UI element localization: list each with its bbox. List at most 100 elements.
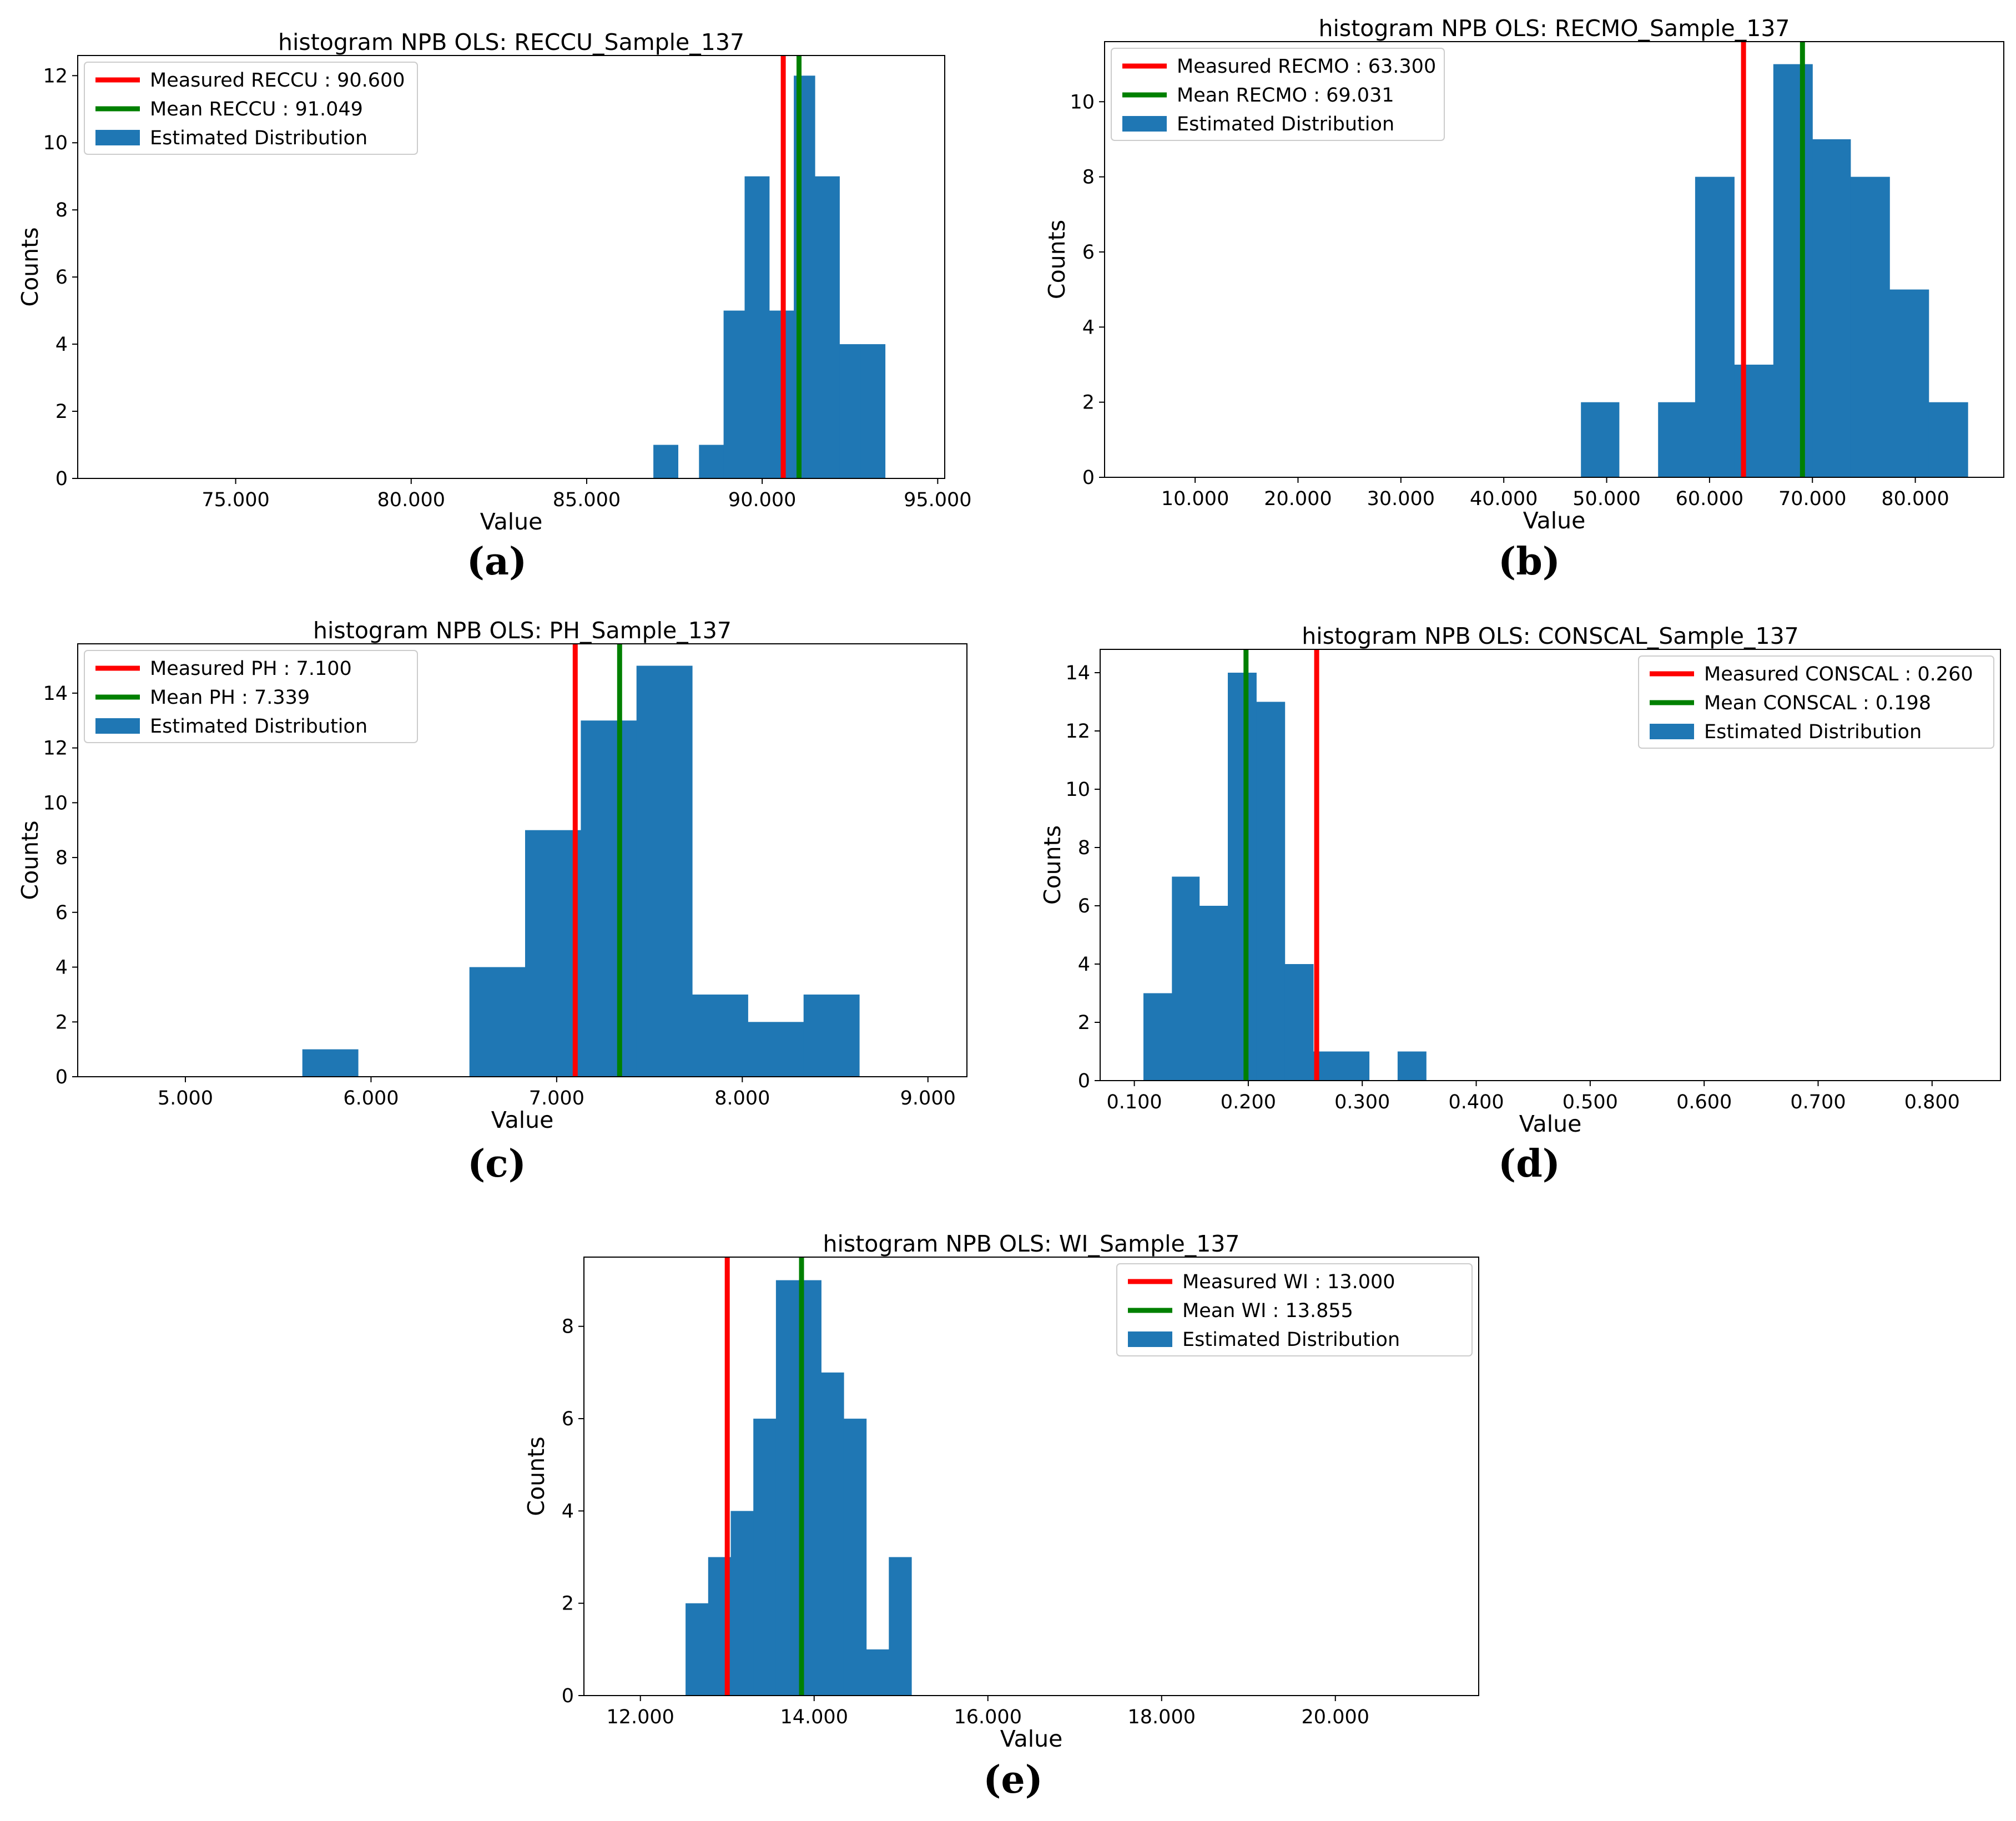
legend-measured-label: Measured PH : 7.100 xyxy=(150,658,352,680)
histogram-bar xyxy=(469,967,526,1077)
legend-distribution-label: Estimated Distribution xyxy=(1182,1329,1400,1351)
legend-distribution-label: Estimated Distribution xyxy=(150,715,367,738)
legend-box xyxy=(84,650,418,743)
legend-distribution-label: Estimated Distribution xyxy=(150,127,367,149)
histogram-bar xyxy=(1889,289,1929,477)
histogram-bar xyxy=(1284,964,1314,1081)
y-tick-label: 8 xyxy=(56,847,68,869)
histogram-bar xyxy=(1734,365,1774,477)
legend-mean-label: Mean PH : 7.339 xyxy=(150,687,310,709)
legend-distribution-swatch xyxy=(95,718,140,734)
panel-caption: (e) xyxy=(983,1758,1043,1802)
y-tick-label: 6 xyxy=(56,266,68,289)
x-tick-label: 0.500 xyxy=(1563,1091,1618,1113)
legend-measured-label: Measured CONSCAL : 0.260 xyxy=(1704,663,1973,685)
histogram-bar xyxy=(581,720,637,1077)
chart-panel-c: 5.000 6.000 7.000 8.000 9.000 0 2 4 6 8 10 12 14 hist… xyxy=(17,617,967,1186)
x-tick-label: 7.000 xyxy=(529,1087,584,1109)
histogram-bar xyxy=(723,310,745,478)
x-tick-label: 0.200 xyxy=(1221,1091,1276,1113)
axes-frame xyxy=(77,643,967,1077)
y-tick-label: 12 xyxy=(1065,720,1090,743)
histogram-bar xyxy=(653,445,678,478)
y-tick-label: 8 xyxy=(562,1316,574,1338)
histogram-bar xyxy=(1397,1051,1427,1081)
x-tick-label: 80.000 xyxy=(377,489,445,511)
y-tick-label: 0 xyxy=(1082,467,1095,489)
x-tick-label: 20.000 xyxy=(1302,1706,1369,1728)
x-tick-label: 40.000 xyxy=(1470,488,1538,510)
histogram-bar xyxy=(775,1280,799,1696)
histogram-bar xyxy=(866,1649,889,1696)
histogram-bar xyxy=(821,1372,844,1696)
x-tick-label: 12.000 xyxy=(606,1706,674,1728)
y-axis-label: Counts xyxy=(17,820,43,900)
y-tick-label: 6 xyxy=(1082,241,1095,264)
y-tick-label: 10 xyxy=(1065,779,1090,801)
chart-panel-b: 10.000 20.000 30.000 40.000 50.000 60.000 70.0… xyxy=(1044,15,2004,584)
legend-measured-label: Measured WI : 13.000 xyxy=(1182,1271,1395,1293)
y-tick-label: 0 xyxy=(56,1066,68,1088)
legend: Measured RECMO : 63.300 Mean RECMO : 69.0… xyxy=(1111,48,1445,141)
legend-box xyxy=(1111,48,1445,141)
histogram-bar xyxy=(839,344,861,478)
histogram-bar xyxy=(753,1419,777,1696)
histogram-bar xyxy=(803,994,860,1077)
x-tick-label: 8.000 xyxy=(714,1087,770,1109)
y-axis-label: Counts xyxy=(17,227,43,306)
y-tick-label: 4 xyxy=(1082,316,1095,339)
histogram-bar xyxy=(1928,402,1968,477)
legend-distribution-label: Estimated Distribution xyxy=(1704,721,1922,743)
histogram-bar xyxy=(1658,402,1696,477)
axes-frame xyxy=(1100,649,2001,1081)
axes-frame xyxy=(77,55,945,479)
chart-title: histogram NPB OLS: WI_Sample_137 xyxy=(823,1230,1239,1257)
x-axis-label: Value xyxy=(1519,1111,1582,1137)
y-tick-label: 0 xyxy=(56,468,68,490)
histogram-bar xyxy=(686,1603,709,1696)
y-tick-label: 12 xyxy=(43,738,68,760)
y-tick-label: 2 xyxy=(1078,1012,1090,1034)
histogram-bar xyxy=(1340,1051,1370,1081)
histogram-bar xyxy=(1812,139,1851,477)
chart-panel-e: 12.000 14.000 16.000 18.000 20.000 0 2 4 6 8 histo… xyxy=(523,1230,1479,1802)
histogram-bar xyxy=(692,994,748,1077)
chart-title: histogram NPB OLS: PH_Sample_137 xyxy=(313,617,732,644)
histogram-bar xyxy=(860,344,886,478)
histogram-bar xyxy=(1256,702,1286,1081)
y-tick-label: 8 xyxy=(1078,837,1090,859)
chart-title: histogram NPB OLS: CONSCAL_Sample_137 xyxy=(1302,623,1799,649)
legend: Measured CONSCAL : 0.260 Mean CONSCAL : 0… xyxy=(1638,655,1994,749)
legend-mean-label: Mean RECMO : 69.031 xyxy=(1177,84,1394,107)
legend-box xyxy=(1638,655,1994,749)
legend: Measured WI : 13.000 Mean WI : 13.855 Esti… xyxy=(1116,1263,1473,1356)
chart-title: histogram NPB OLS: RECCU_Sample_137 xyxy=(278,29,744,56)
x-tick-label: 20.000 xyxy=(1264,488,1332,510)
chart-panel-d: 0.100 0.200 0.300 0.400 0.500 0.600 0.700 0.800… xyxy=(1039,623,2001,1186)
legend: Measured RECCU : 90.600 Mean RECCU : 91.0… xyxy=(84,62,418,155)
y-tick-label: 2 xyxy=(56,401,68,423)
y-axis-label: Counts xyxy=(523,1436,550,1516)
y-tick-label: 4 xyxy=(56,334,68,356)
histogram-bar xyxy=(1199,906,1228,1081)
histogram-bar xyxy=(1143,993,1172,1081)
legend-mean-label: Mean CONSCAL : 0.198 xyxy=(1704,692,1931,714)
x-tick-label: 10.000 xyxy=(1161,488,1229,510)
histogram-bar xyxy=(1850,176,1890,478)
y-tick-label: 10 xyxy=(1070,91,1095,113)
y-tick-label: 2 xyxy=(1082,392,1095,414)
x-tick-label: 6.000 xyxy=(343,1087,399,1109)
axes-frame xyxy=(583,1257,1479,1696)
x-tick-label: 95.000 xyxy=(904,489,971,511)
x-tick-label: 0.700 xyxy=(1790,1091,1846,1113)
y-tick-label: 14 xyxy=(1065,662,1090,684)
x-axis-label: Value xyxy=(491,1107,554,1133)
y-tick-label: 2 xyxy=(562,1593,574,1615)
legend-distribution-swatch xyxy=(1122,116,1167,132)
legend-box xyxy=(1116,1263,1473,1356)
legend-distribution-swatch xyxy=(95,130,140,145)
legend: Measured PH : 7.100 Mean PH : 7.339 Estima… xyxy=(84,650,418,743)
histogram-bar xyxy=(636,665,693,1077)
y-tick-label: 12 xyxy=(43,65,68,87)
